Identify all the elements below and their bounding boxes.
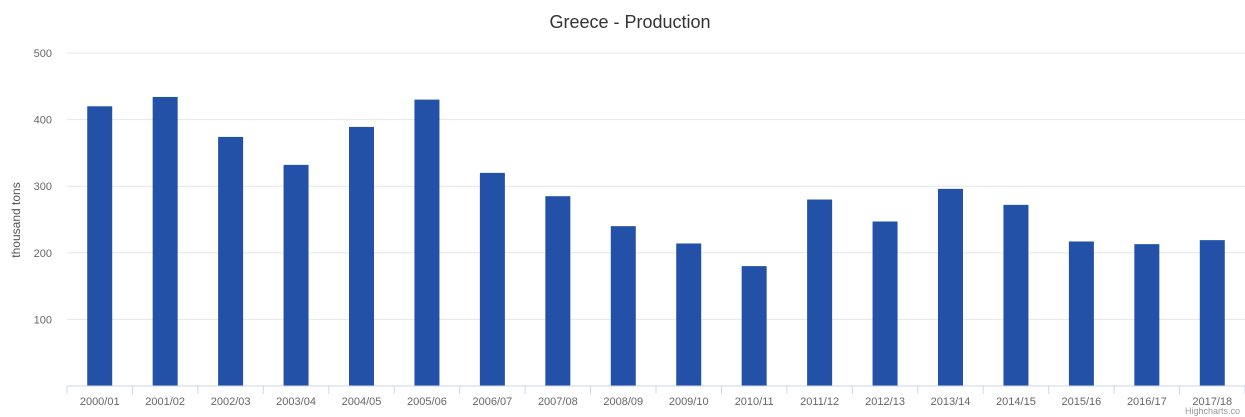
x-tick-label: 2004/05 bbox=[342, 396, 382, 408]
bar[interactable] bbox=[218, 136, 244, 386]
bar[interactable] bbox=[676, 243, 702, 386]
x-tick-label: 2011/12 bbox=[800, 396, 839, 408]
y-axis-title: thousand tons bbox=[9, 182, 23, 257]
grid-lines bbox=[67, 52, 1245, 320]
x-tick-label: 2014/15 bbox=[996, 396, 1036, 408]
x-tick-label: 2002/03 bbox=[211, 396, 251, 408]
bar[interactable] bbox=[1068, 241, 1094, 386]
bar[interactable] bbox=[87, 106, 113, 386]
bar[interactable] bbox=[610, 226, 636, 386]
x-tick-label: 2010/11 bbox=[735, 396, 774, 408]
y-axis-ticks: 100 200 300 400 500 bbox=[34, 48, 52, 326]
x-tick-label: 2006/07 bbox=[473, 396, 513, 408]
y-tick-label: 100 bbox=[34, 314, 52, 326]
x-tick-label: 2007/08 bbox=[538, 396, 578, 408]
bar[interactable] bbox=[1003, 204, 1029, 386]
chart-title: Greece - Production bbox=[549, 12, 710, 32]
bars bbox=[87, 96, 1225, 387]
x-tick-label: 2008/09 bbox=[603, 396, 643, 408]
bar[interactable] bbox=[1134, 244, 1160, 386]
x-tick-label: 2017/18 bbox=[1192, 396, 1232, 408]
credits-label[interactable]: Highcharts.co bbox=[1185, 406, 1240, 416]
bar[interactable] bbox=[349, 126, 374, 387]
y-tick-label: 400 bbox=[34, 115, 52, 127]
bar[interactable] bbox=[741, 266, 767, 386]
y-tick-label: 200 bbox=[34, 248, 52, 260]
bar[interactable] bbox=[807, 199, 833, 386]
bar[interactable] bbox=[414, 99, 440, 387]
bar[interactable] bbox=[545, 196, 571, 386]
x-tick-label: 2012/13 bbox=[865, 396, 905, 408]
x-axis-ticks: 2000/01 2001/02 2002/03 2003/04 2004/05 2005/… bbox=[66, 386, 1245, 408]
x-tick-label: 2005/06 bbox=[407, 396, 447, 408]
x-tick-label: 2000/01 bbox=[80, 396, 120, 408]
bar[interactable] bbox=[872, 221, 898, 386]
x-tick-label: 2001/02 bbox=[145, 396, 185, 408]
x-tick-label: 2015/16 bbox=[1062, 396, 1102, 408]
bar[interactable] bbox=[938, 188, 963, 386]
y-tick-label: 300 bbox=[34, 181, 52, 193]
bar[interactable] bbox=[152, 96, 178, 387]
bar[interactable] bbox=[479, 172, 505, 386]
y-tick-label: 500 bbox=[34, 48, 52, 60]
x-tick-label: 2003/04 bbox=[276, 396, 316, 408]
x-tick-label: 2013/14 bbox=[931, 396, 971, 408]
x-tick-label: 2009/10 bbox=[669, 396, 709, 408]
x-tick-label: 2016/17 bbox=[1127, 396, 1167, 408]
bar[interactable] bbox=[1199, 240, 1225, 386]
bar[interactable] bbox=[283, 164, 309, 386]
